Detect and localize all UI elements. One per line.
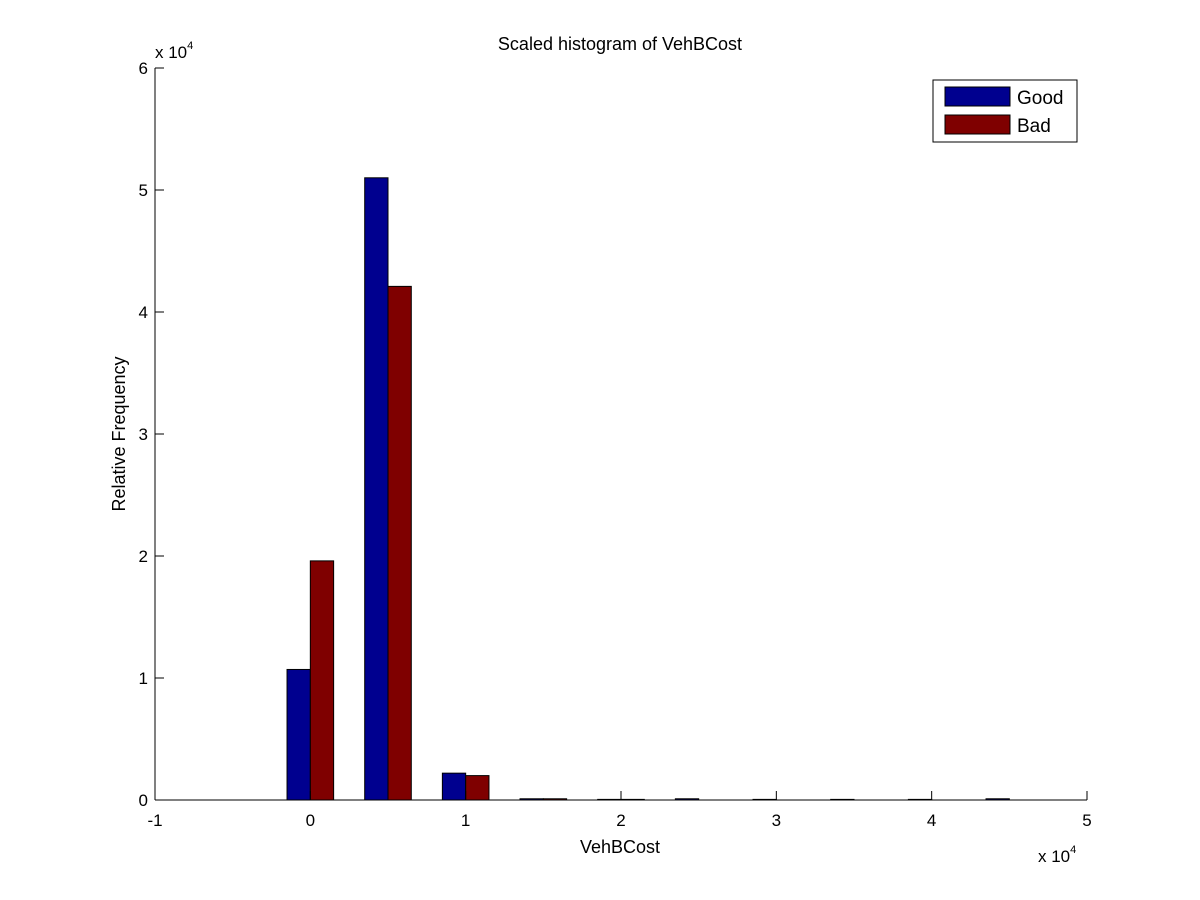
x-multiplier-exponent: 4 (1070, 844, 1076, 856)
y-axis-multiplier: x 104 (155, 40, 193, 62)
x-ticks-group: -1 0 1 2 3 4 5 (147, 791, 1092, 830)
x-tick-label: 4 (927, 811, 936, 830)
bars-group (286, 177, 1010, 801)
x-tick-label: 1 (461, 811, 470, 830)
legend-swatch-good (944, 86, 1011, 107)
x-tick-label: -1 (147, 811, 162, 830)
bar-bad-0 (309, 560, 335, 801)
bar-good-0 (286, 668, 311, 801)
x-axis-multiplier: x 104 (1038, 844, 1076, 866)
x-tick-label: 5 (1082, 811, 1091, 830)
y-multiplier-base: x 10 (155, 43, 187, 62)
x-multiplier-base: x 10 (1038, 847, 1070, 866)
y-ticks-group: 0 1 2 3 4 5 6 (139, 59, 164, 810)
legend-label-good: Good (1017, 88, 1063, 109)
bar-good-2 (441, 772, 467, 801)
bar-bad-1 (387, 285, 412, 801)
y-tick-label: 1 (139, 669, 148, 688)
y-axis-label: Relative Frequency (109, 356, 129, 511)
y-tick-label: 2 (139, 547, 148, 566)
y-tick-label: 6 (139, 59, 148, 78)
legend-swatch-bad (944, 114, 1011, 135)
x-tick-label: 3 (772, 811, 781, 830)
bar-bad-2 (465, 775, 490, 801)
x-axis-label: VehBCost (580, 837, 660, 857)
y-tick-label: 5 (139, 181, 148, 200)
y-multiplier-exponent: 4 (187, 40, 193, 52)
y-tick-label: 4 (139, 303, 148, 322)
legend-label-bad: Bad (1017, 116, 1051, 137)
bar-good-1 (364, 177, 389, 801)
chart-title: Scaled histogram of VehBCost (498, 34, 742, 54)
x-tick-label: 2 (616, 811, 625, 830)
y-tick-label: 0 (139, 791, 148, 810)
y-tick-label: 3 (139, 425, 148, 444)
x-tick-label: 0 (306, 811, 315, 830)
legend: Good Bad (932, 79, 1078, 143)
